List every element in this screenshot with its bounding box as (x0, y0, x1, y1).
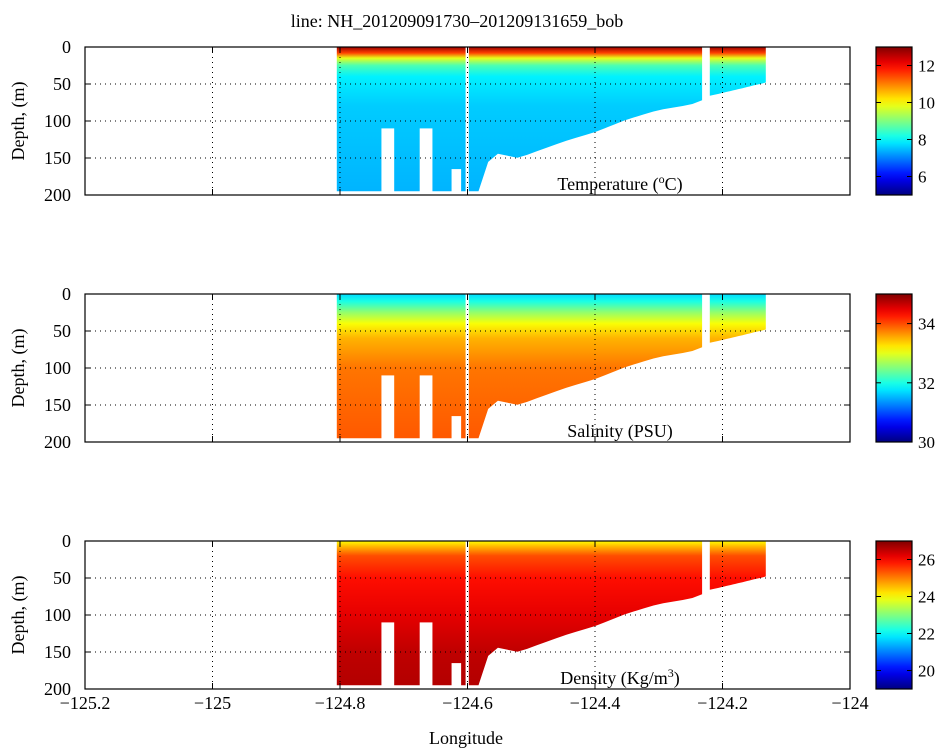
temperature-colorbar-tick-label: 12 (918, 57, 935, 76)
x-tick-label: −124.2 (697, 693, 748, 713)
x-axis-label: Longitude (429, 728, 503, 748)
temperature-panel-label: Temperature (oC) (557, 172, 682, 195)
x-tick-label: −124.4 (570, 693, 621, 713)
figure-title: line: NH_201209091730–201209131659_bob (291, 11, 624, 31)
salinity-section-1 (336, 294, 466, 439)
temperature-y-tick-label: 0 (62, 37, 71, 57)
salinity-y-axis-label: Depth, (m) (8, 329, 29, 408)
salinity-colorbar-tick-label: 32 (918, 374, 935, 393)
salinity-y-tick-label: 50 (53, 321, 71, 341)
salinity-colorbar-scale (875, 293, 913, 443)
salinity-colorbar: 30 32 34 (875, 293, 936, 452)
density-colorbar-tick-label: 20 (918, 662, 935, 681)
density-y-tick-label: 0 (62, 531, 71, 551)
density-colorbar-tick-label: 24 (918, 588, 936, 607)
salinity-panel-label: Salinity (PSU) (567, 421, 673, 442)
density-colorbar-scale (875, 540, 913, 690)
temperature-section-data (336, 47, 766, 197)
temperature-gap-2 (419, 128, 433, 197)
salinity-y-tick-label: 0 (62, 284, 71, 304)
salinity-gap-1 (381, 375, 395, 444)
temperature-y-tick-label: 150 (44, 148, 71, 168)
density-section-data (336, 541, 766, 691)
x-tick-label: −125 (194, 693, 231, 713)
density-colorbar-tick-label: 22 (918, 625, 935, 644)
density-section-1 (336, 541, 466, 686)
temperature-y-axis-label: Depth, (m) (8, 82, 29, 161)
temperature-section-2 (468, 47, 703, 192)
density-y-tick-label: 100 (44, 605, 71, 625)
salinity-section-2 (468, 294, 703, 439)
salinity-ticks: 0 50 100 150 200 (44, 284, 851, 452)
salinity-section-3 (709, 294, 766, 343)
salinity-y-tick-label: 200 (44, 432, 71, 452)
temperature-colorbar-tick-label: 10 (918, 94, 935, 113)
salinity-gap-2 (419, 375, 433, 444)
density-section-3 (709, 541, 766, 590)
temperature-colorbar-tick-label: 8 (918, 131, 927, 150)
density-y-tick-label: 200 (44, 679, 71, 699)
temperature-gap-3 (451, 169, 462, 197)
temperature-colorbar: 6 8 10 12 (875, 46, 935, 196)
temperature-section-3 (709, 47, 766, 96)
panel-density: −125.2 −125 −124.8 −124.6 −124.4 −124.2 −124 0 5… (8, 531, 936, 713)
temperature-y-tick-label: 100 (44, 111, 71, 131)
temperature-gap-1 (381, 128, 395, 197)
panel-salinity: 0 50 100 150 200 Depth, (m) Salinity (PSU) 30 32… (8, 284, 936, 452)
density-section-2 (468, 541, 703, 686)
temperature-colorbar-tick-label: 6 (918, 168, 927, 187)
temperature-colorbar-scale (875, 46, 913, 196)
salinity-gap-3 (451, 416, 462, 444)
density-y-tick-label: 150 (44, 642, 71, 662)
salinity-y-tick-label: 150 (44, 395, 71, 415)
x-tick-label: −124.8 (315, 693, 366, 713)
panel-temperature: 0 50 100 150 200 Depth, (m) Temperature (oC) 6 8… (8, 37, 935, 205)
density-ticks: −125.2 −125 −124.8 −124.6 −124.4 −124.2 −124 0 5… (44, 531, 869, 713)
salinity-colorbar-tick-label: 30 (918, 433, 935, 452)
x-tick-label: −124 (831, 693, 868, 713)
salinity-y-tick-label: 100 (44, 358, 71, 378)
density-gap-1 (381, 622, 395, 691)
density-gap-3 (451, 663, 462, 691)
density-colorbar: 20 22 24 26 (875, 540, 936, 690)
density-y-tick-label: 50 (53, 568, 71, 588)
density-panel-label: Density (Kg/m3) (560, 666, 680, 689)
salinity-colorbar-tick-label: 34 (918, 315, 936, 334)
temperature-y-tick-label: 200 (44, 185, 71, 205)
temperature-ticks: 0 50 100 150 200 (44, 37, 851, 205)
density-gap-2 (419, 622, 433, 691)
temperature-y-tick-label: 50 (53, 74, 71, 94)
density-colorbar-tick-label: 26 (918, 551, 935, 570)
density-y-axis-label: Depth, (m) (8, 576, 29, 655)
x-tick-label: −125.2 (60, 693, 111, 713)
x-tick-label: −124.6 (442, 693, 493, 713)
temperature-section-1 (336, 47, 466, 192)
salinity-section-data (336, 294, 766, 444)
